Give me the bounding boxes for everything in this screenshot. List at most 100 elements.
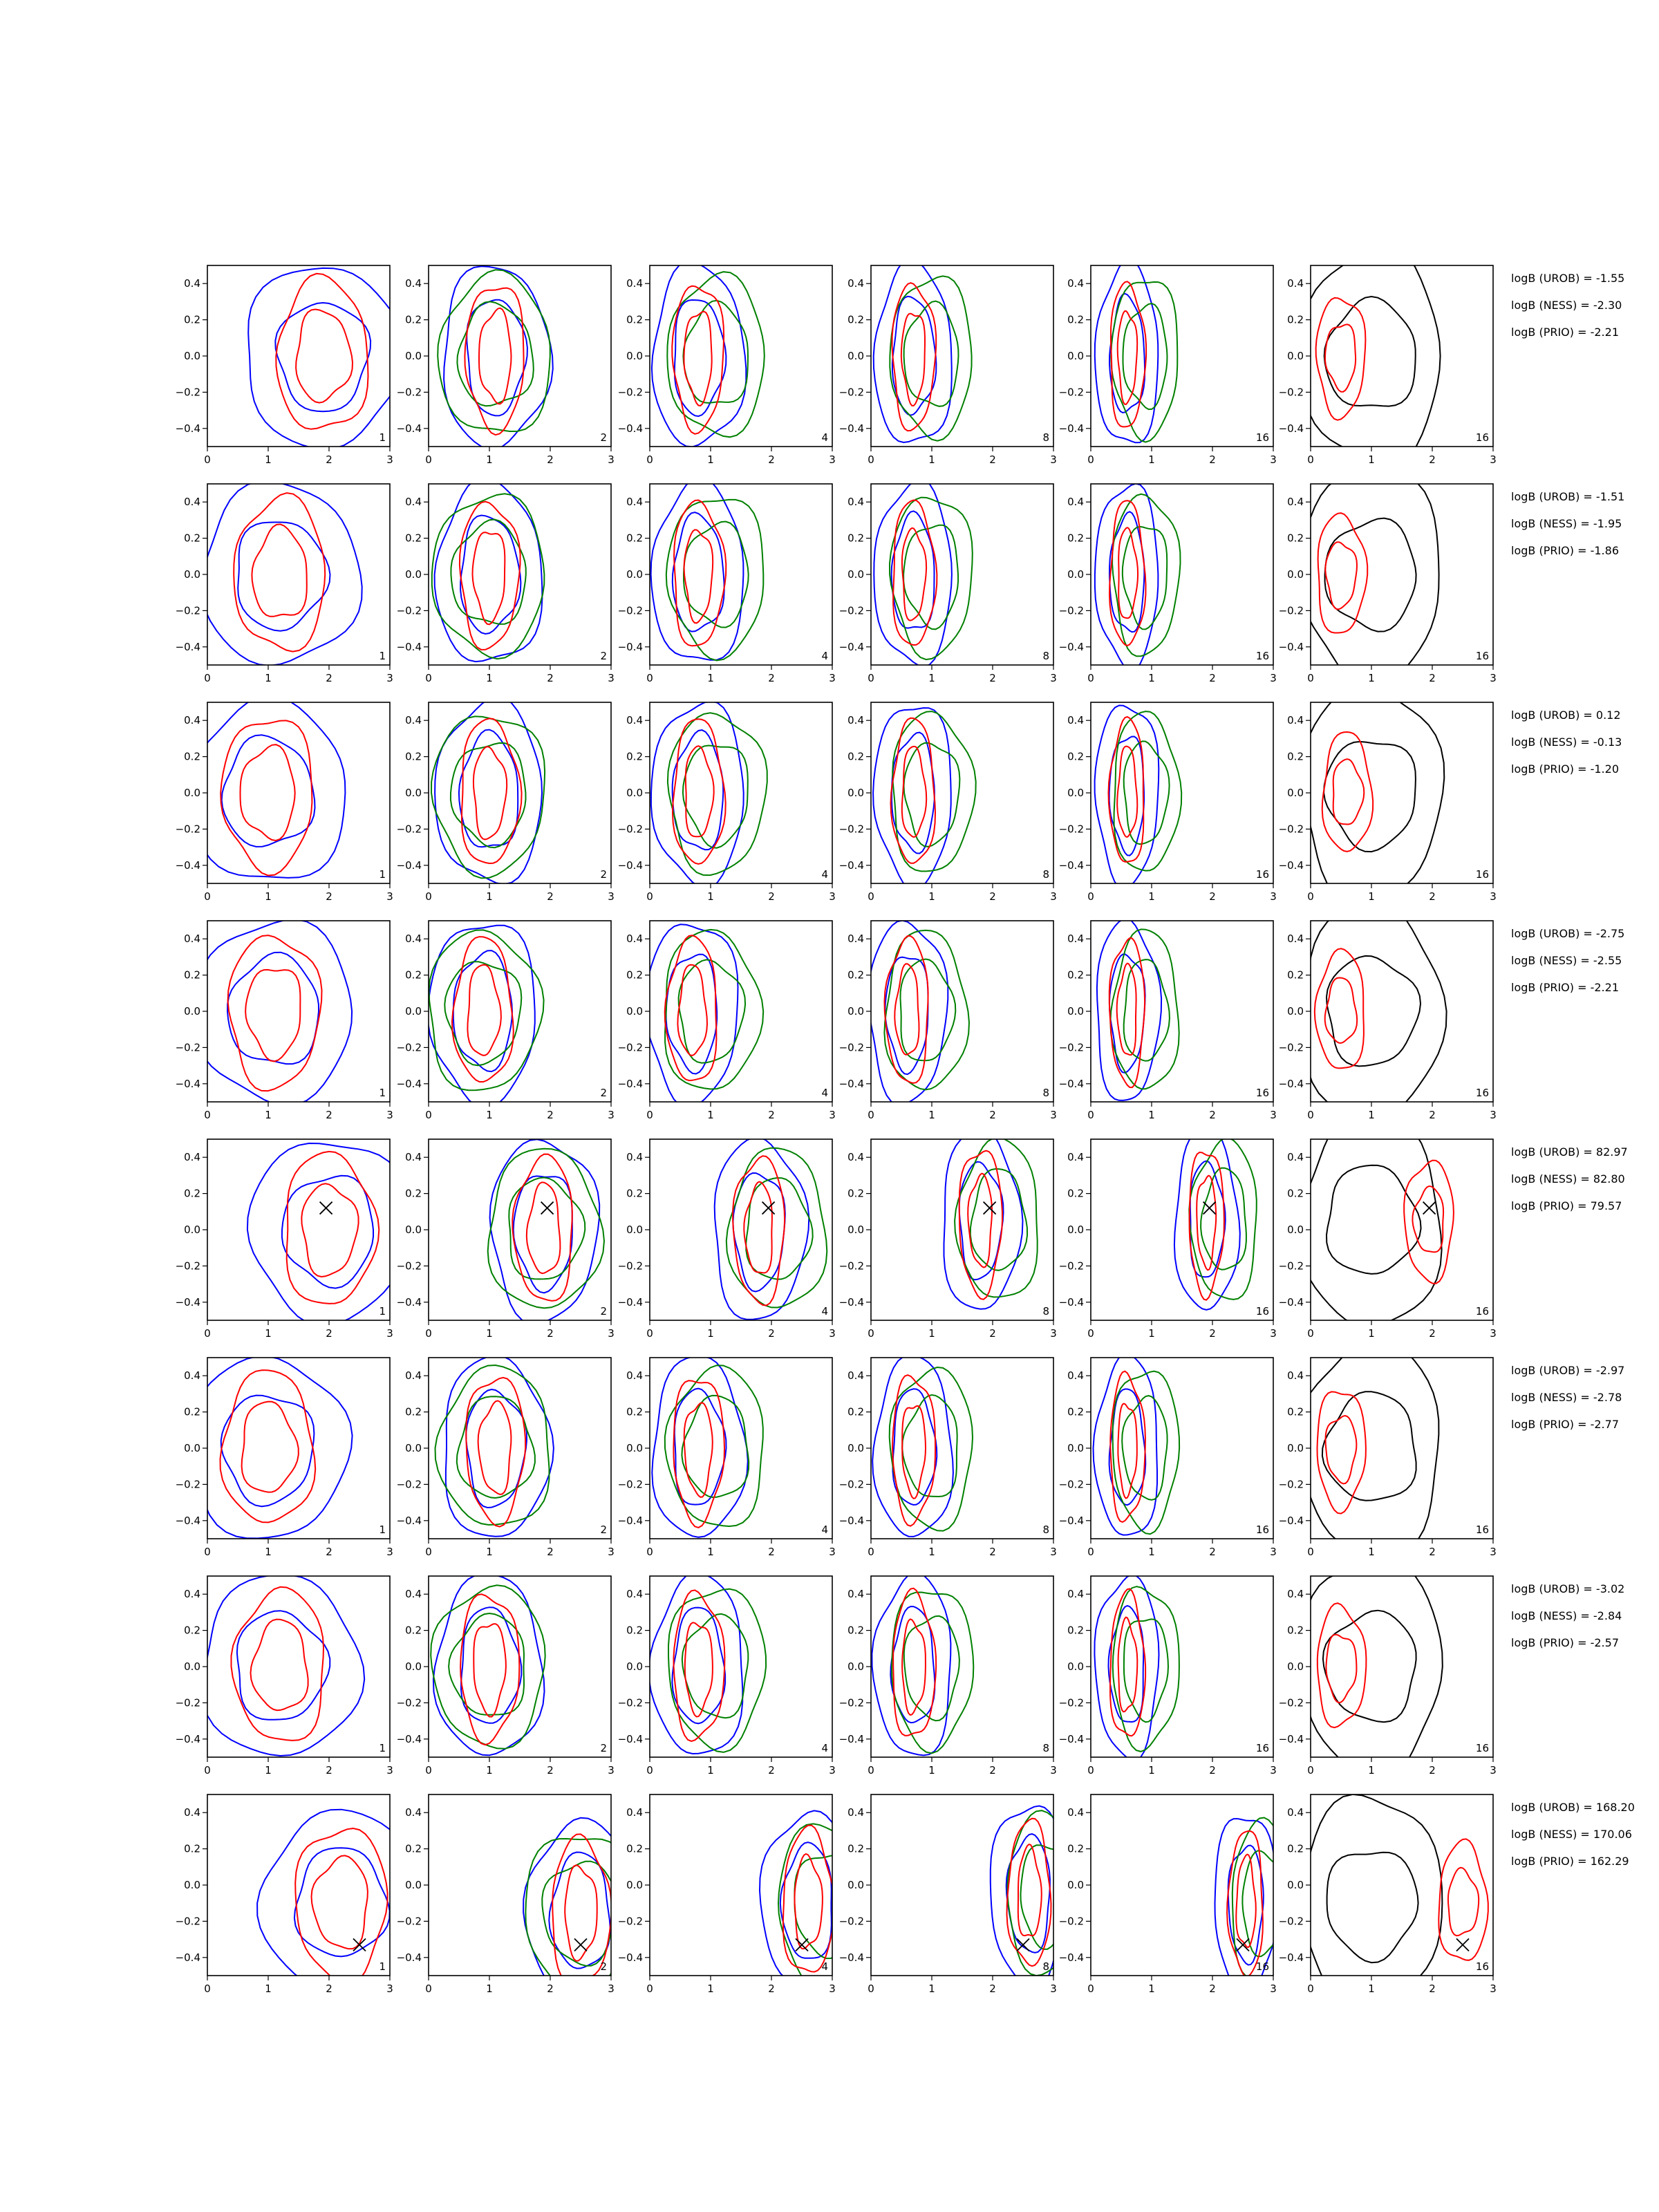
red-contour — [1109, 1370, 1146, 1524]
y-tick-label: −0.4 — [1059, 1733, 1084, 1745]
x-tick-label: 1 — [928, 1546, 935, 1558]
red-contour — [1235, 1853, 1257, 1949]
y-tick-label: 0.4 — [1067, 277, 1084, 290]
y-tick-label: 0.2 — [184, 1624, 200, 1637]
y-tick-label: −0.2 — [839, 1696, 864, 1709]
y-tick-label: 0.2 — [626, 314, 643, 326]
x-tick-label: 2 — [1429, 890, 1436, 903]
green-contour — [903, 742, 961, 847]
x-tick-label: 0 — [1087, 1327, 1094, 1340]
black-contour — [1311, 702, 1445, 883]
x-tick-label: 3 — [608, 1109, 615, 1121]
contour-group — [1092, 1358, 1181, 1536]
green-contour — [889, 275, 973, 442]
green-contour — [1112, 493, 1181, 657]
y-tick-label: 0.2 — [1287, 532, 1304, 545]
axes-frame — [1310, 1357, 1494, 1539]
red-contour — [901, 1405, 927, 1500]
y-tick-label: 0.2 — [626, 532, 643, 545]
green-contour — [430, 1584, 546, 1750]
y-tick-label: 0.4 — [626, 277, 643, 290]
blue-contour — [548, 1851, 611, 1969]
contour-group — [1311, 265, 1441, 447]
blue-contour — [758, 1810, 832, 1976]
y-tick-label: 0.0 — [184, 1879, 200, 1891]
panel-r4-c4: 0 1 2 3 −0.4 −0.2 0.0 0.2 0.4 8 — [839, 920, 1057, 1121]
y-tick-label: −0.4 — [176, 1515, 200, 1527]
panel-r6-c6: 0 1 2 3 −0.4 −0.2 0.0 0.2 0.4 16 — [1279, 1357, 1497, 1558]
panel-label: 2 — [600, 431, 607, 444]
y-tick-label: 0.0 — [1067, 1660, 1084, 1673]
red-contour — [1116, 745, 1138, 838]
blue-contour — [651, 1358, 749, 1538]
blue-contour — [281, 1174, 374, 1289]
contour-group — [650, 924, 765, 1102]
y-tick-label: 0.0 — [847, 1660, 864, 1673]
panel-label: 8 — [1042, 650, 1049, 662]
panel-label: 4 — [821, 1960, 828, 1973]
x-tick-label: 1 — [1148, 890, 1155, 903]
red-contour — [1403, 1159, 1454, 1284]
y-tick-label: −0.2 — [397, 823, 422, 835]
red-contour — [794, 1853, 823, 1950]
x-tick-label: 0 — [1307, 672, 1314, 684]
x-tick-label: 2 — [989, 1327, 996, 1340]
red-contour — [1316, 1602, 1367, 1729]
panel-label: 8 — [1042, 1087, 1049, 1099]
x-tick-label: 3 — [1270, 672, 1277, 684]
x-tick-label: 2 — [1209, 453, 1216, 466]
panel-r5-c6: 0 1 2 3 −0.4 −0.2 0.0 0.2 0.4 16 — [1279, 1138, 1497, 1340]
black-contour — [1311, 1358, 1440, 1539]
bayes-factor-label: logB (NESS) = -1.95 — [1511, 517, 1622, 530]
y-tick-label: −0.4 — [397, 1951, 422, 1964]
y-tick-label: 0.4 — [1287, 277, 1304, 290]
y-tick-label: 0.0 — [184, 350, 200, 362]
x-tick-label: 2 — [768, 1109, 775, 1121]
panel-r3-c5: 0 1 2 3 −0.4 −0.2 0.0 0.2 0.4 16 — [1059, 702, 1277, 903]
contour-group — [434, 1358, 554, 1537]
contour-group — [207, 702, 346, 879]
green-contour — [429, 929, 545, 1091]
y-tick-label: −0.2 — [618, 1259, 643, 1272]
panel-label: 4 — [821, 1524, 828, 1536]
y-tick-label: −0.4 — [618, 422, 643, 435]
x-tick-label: 0 — [1307, 1327, 1314, 1340]
x-tick-label: 2 — [1429, 1546, 1436, 1558]
red-contour — [1107, 715, 1145, 863]
red-contour — [460, 1593, 521, 1746]
axes-frame — [870, 1138, 1054, 1321]
panel-label: 1 — [379, 650, 386, 662]
green-contour — [682, 744, 749, 849]
red-contour — [1316, 1391, 1367, 1515]
red-contour — [677, 964, 709, 1056]
panel-r2-c1: 0 1 2 3 −0.4 −0.2 0.0 0.2 0.4 1 — [176, 483, 393, 684]
red-contour — [552, 1833, 611, 1976]
y-tick-label: 0.0 — [405, 1224, 422, 1236]
panel-r4-c3: 0 1 2 3 −0.4 −0.2 0.0 0.2 0.4 4 — [618, 920, 836, 1121]
x-tick-label: 2 — [326, 890, 332, 903]
black-contour — [1322, 1609, 1417, 1723]
x-tick-label: 2 — [768, 1983, 775, 1995]
x-tick-label: 1 — [1368, 1764, 1375, 1777]
x-tick-label: 3 — [608, 1983, 615, 1995]
axes-frame — [870, 702, 1054, 884]
red-contour — [294, 1827, 388, 1976]
x-tick-label: 3 — [829, 1983, 836, 1995]
panel-r8-c2: 0 1 2 3−0.4−0.20.00.20.42 — [397, 1794, 615, 1995]
y-tick-label: 0.0 — [184, 787, 200, 799]
x-tick-label: 2 — [547, 672, 554, 684]
red-contour — [478, 307, 512, 405]
x-tick-label: 0 — [1087, 1546, 1094, 1558]
x-tick-label: 0 — [1087, 1109, 1094, 1121]
red-contour — [471, 532, 506, 626]
y-tick-label: −0.4 — [1059, 1296, 1084, 1309]
y-tick-label: 0.0 — [184, 1005, 200, 1018]
y-tick-label: 0.0 — [626, 568, 643, 581]
y-tick-label: 0.4 — [184, 1151, 200, 1163]
blue-contour — [512, 1175, 573, 1294]
panel-r2-c3: 0 1 2 3 −0.4 −0.2 0.0 0.2 0.4 4 — [618, 483, 836, 684]
x-tick-label: 1 — [707, 1327, 714, 1340]
y-tick-label: −0.4 — [397, 859, 422, 872]
x-tick-label: 2 — [989, 890, 996, 903]
x-tick-label: 0 — [425, 1546, 432, 1558]
